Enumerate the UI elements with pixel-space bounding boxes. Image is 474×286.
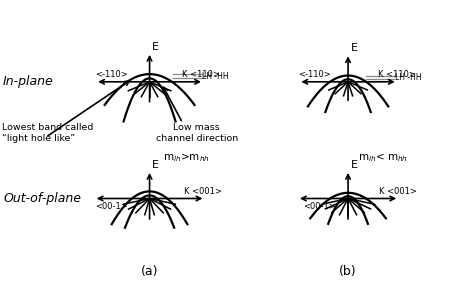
Text: E: E	[152, 42, 159, 52]
Text: K <001>: K <001>	[379, 187, 417, 196]
Text: (b): (b)	[339, 265, 357, 278]
Text: LH -HH: LH -HH	[395, 73, 422, 82]
Text: LH -HH: LH -HH	[202, 72, 229, 81]
Text: (a): (a)	[141, 265, 158, 278]
Text: Lowest band called
“light hole like”: Lowest band called “light hole like”	[1, 123, 93, 143]
Text: <-110>: <-110>	[95, 70, 128, 79]
Text: Low mass
channel direction: Low mass channel direction	[155, 123, 238, 143]
Text: K <110>: K <110>	[182, 70, 219, 79]
Text: m$_{lh}$>m$_{hh}$: m$_{lh}$>m$_{hh}$	[163, 152, 210, 164]
Text: Out-of-plane: Out-of-plane	[3, 192, 81, 205]
Text: E: E	[350, 160, 357, 170]
Text: <-110>: <-110>	[299, 70, 331, 79]
Text: E: E	[152, 160, 159, 170]
Text: K <001>: K <001>	[183, 187, 221, 196]
Text: K <110>: K <110>	[378, 70, 416, 79]
Text: <00-1>: <00-1>	[303, 202, 336, 211]
Text: In-plane: In-plane	[3, 75, 54, 88]
Text: <00-1>: <00-1>	[95, 202, 128, 211]
Text: m$_{lh}$< m$_{hh}$: m$_{lh}$< m$_{hh}$	[358, 152, 409, 164]
Text: E: E	[350, 43, 357, 53]
